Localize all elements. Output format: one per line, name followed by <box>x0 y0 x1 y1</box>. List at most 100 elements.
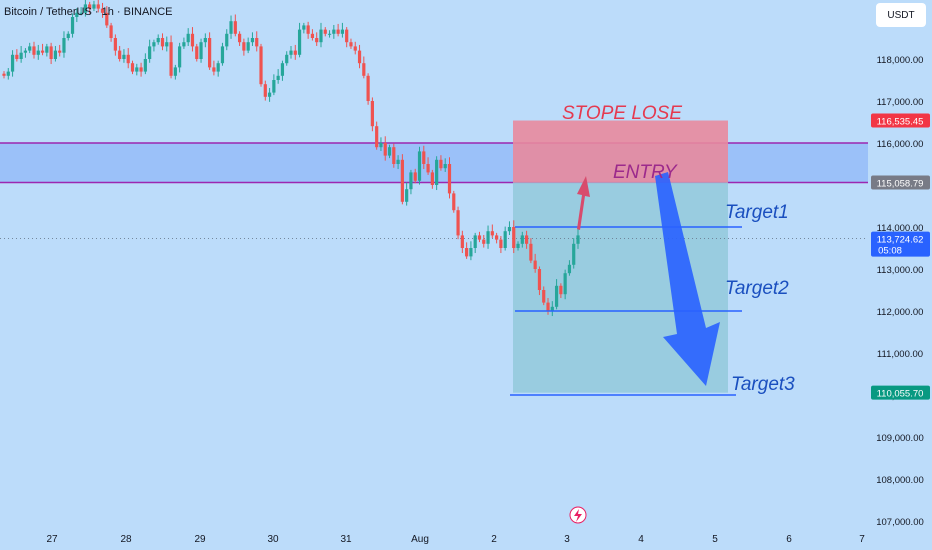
candle <box>340 22 345 38</box>
candle <box>186 28 190 46</box>
target3-label: Target3 <box>731 374 795 395</box>
candle <box>182 37 186 49</box>
candle <box>315 32 319 46</box>
y-tick-label: 114,000.00 <box>877 223 924 234</box>
candle <box>242 38 246 56</box>
candle <box>375 121 379 150</box>
candle <box>15 49 19 62</box>
x-tick-label: 31 <box>340 534 352 545</box>
candle <box>285 51 289 66</box>
currency-selector[interactable]: USDT <box>876 3 926 27</box>
candle <box>272 74 276 96</box>
svg-text:115,058.79: 115,058.79 <box>877 179 924 190</box>
candle <box>156 34 160 45</box>
candle <box>160 33 165 51</box>
candle <box>495 232 499 244</box>
x-tick-label: 4 <box>638 534 644 545</box>
candle <box>135 63 139 76</box>
candle <box>452 190 456 213</box>
candle <box>473 232 477 254</box>
candle <box>542 286 546 306</box>
candle <box>173 64 177 80</box>
candle <box>477 231 482 243</box>
candle <box>349 38 353 49</box>
candle <box>550 301 554 317</box>
candle <box>2 71 6 79</box>
candle <box>537 266 542 296</box>
candle <box>280 60 285 81</box>
candle <box>332 24 336 39</box>
price-badge-entry: 115,058.79 <box>871 175 930 190</box>
candle <box>53 45 58 62</box>
candle <box>32 41 36 59</box>
candle <box>435 156 439 191</box>
candle <box>345 27 349 48</box>
time-axis-background <box>0 528 868 550</box>
candle <box>49 42 53 65</box>
candle <box>370 97 374 132</box>
target1-label: Target1 <box>725 202 789 223</box>
candle <box>353 41 357 55</box>
candle <box>28 42 32 54</box>
candle <box>143 53 147 75</box>
stop-loss-box <box>513 120 728 183</box>
candles <box>2 0 580 317</box>
candle <box>75 8 79 23</box>
candle <box>259 43 263 87</box>
candle <box>113 34 117 56</box>
candle <box>178 42 182 73</box>
candle <box>417 146 422 185</box>
candle <box>297 22 302 58</box>
candle <box>92 0 96 12</box>
candle <box>323 27 327 37</box>
candle <box>6 68 10 80</box>
y-tick-label: 107,000.00 <box>876 517 924 528</box>
candle <box>533 253 537 273</box>
svg-text:110,055.70: 110,055.70 <box>877 389 924 400</box>
y-tick-label: 111,000.00 <box>877 349 923 360</box>
candle <box>460 230 464 254</box>
candle <box>387 144 392 159</box>
svg-text:116,535.45: 116,535.45 <box>877 117 924 128</box>
candle <box>45 43 49 57</box>
candle <box>482 234 486 248</box>
candle <box>499 236 503 254</box>
candle <box>465 242 469 259</box>
svg-text:113,724.62: 113,724.62 <box>877 235 924 246</box>
candle <box>199 38 203 63</box>
entry-label: ENTRY <box>613 162 678 183</box>
candle <box>447 157 452 199</box>
candle <box>122 49 126 63</box>
candle <box>576 228 580 249</box>
candle <box>165 36 169 52</box>
candle <box>357 44 362 69</box>
candle <box>422 145 426 170</box>
x-tick-label: 3 <box>564 534 570 545</box>
candle <box>212 60 216 76</box>
y-tick-label: 113,000.00 <box>877 265 924 276</box>
candle <box>405 182 409 206</box>
y-tick-label: 116,000.00 <box>877 139 924 150</box>
candle <box>220 42 225 66</box>
candle <box>109 22 113 42</box>
target2-label: Target2 <box>725 278 789 299</box>
svg-text:05:08: 05:08 <box>878 246 902 257</box>
candle <box>130 60 135 75</box>
x-tick-label: 2 <box>491 534 497 545</box>
candle <box>302 22 306 34</box>
candle <box>203 33 207 48</box>
candle <box>512 220 516 254</box>
candle <box>118 45 122 62</box>
candle <box>23 48 28 58</box>
y-tick-label: 118,000.00 <box>877 55 924 66</box>
x-tick-label: 30 <box>267 534 279 545</box>
lightning-icon[interactable] <box>569 506 587 524</box>
candle <box>126 48 130 69</box>
candle <box>105 6 109 28</box>
candle <box>409 169 413 195</box>
candle <box>572 238 576 269</box>
candle <box>559 283 563 298</box>
up-arrow <box>577 176 590 230</box>
candle <box>289 45 293 59</box>
